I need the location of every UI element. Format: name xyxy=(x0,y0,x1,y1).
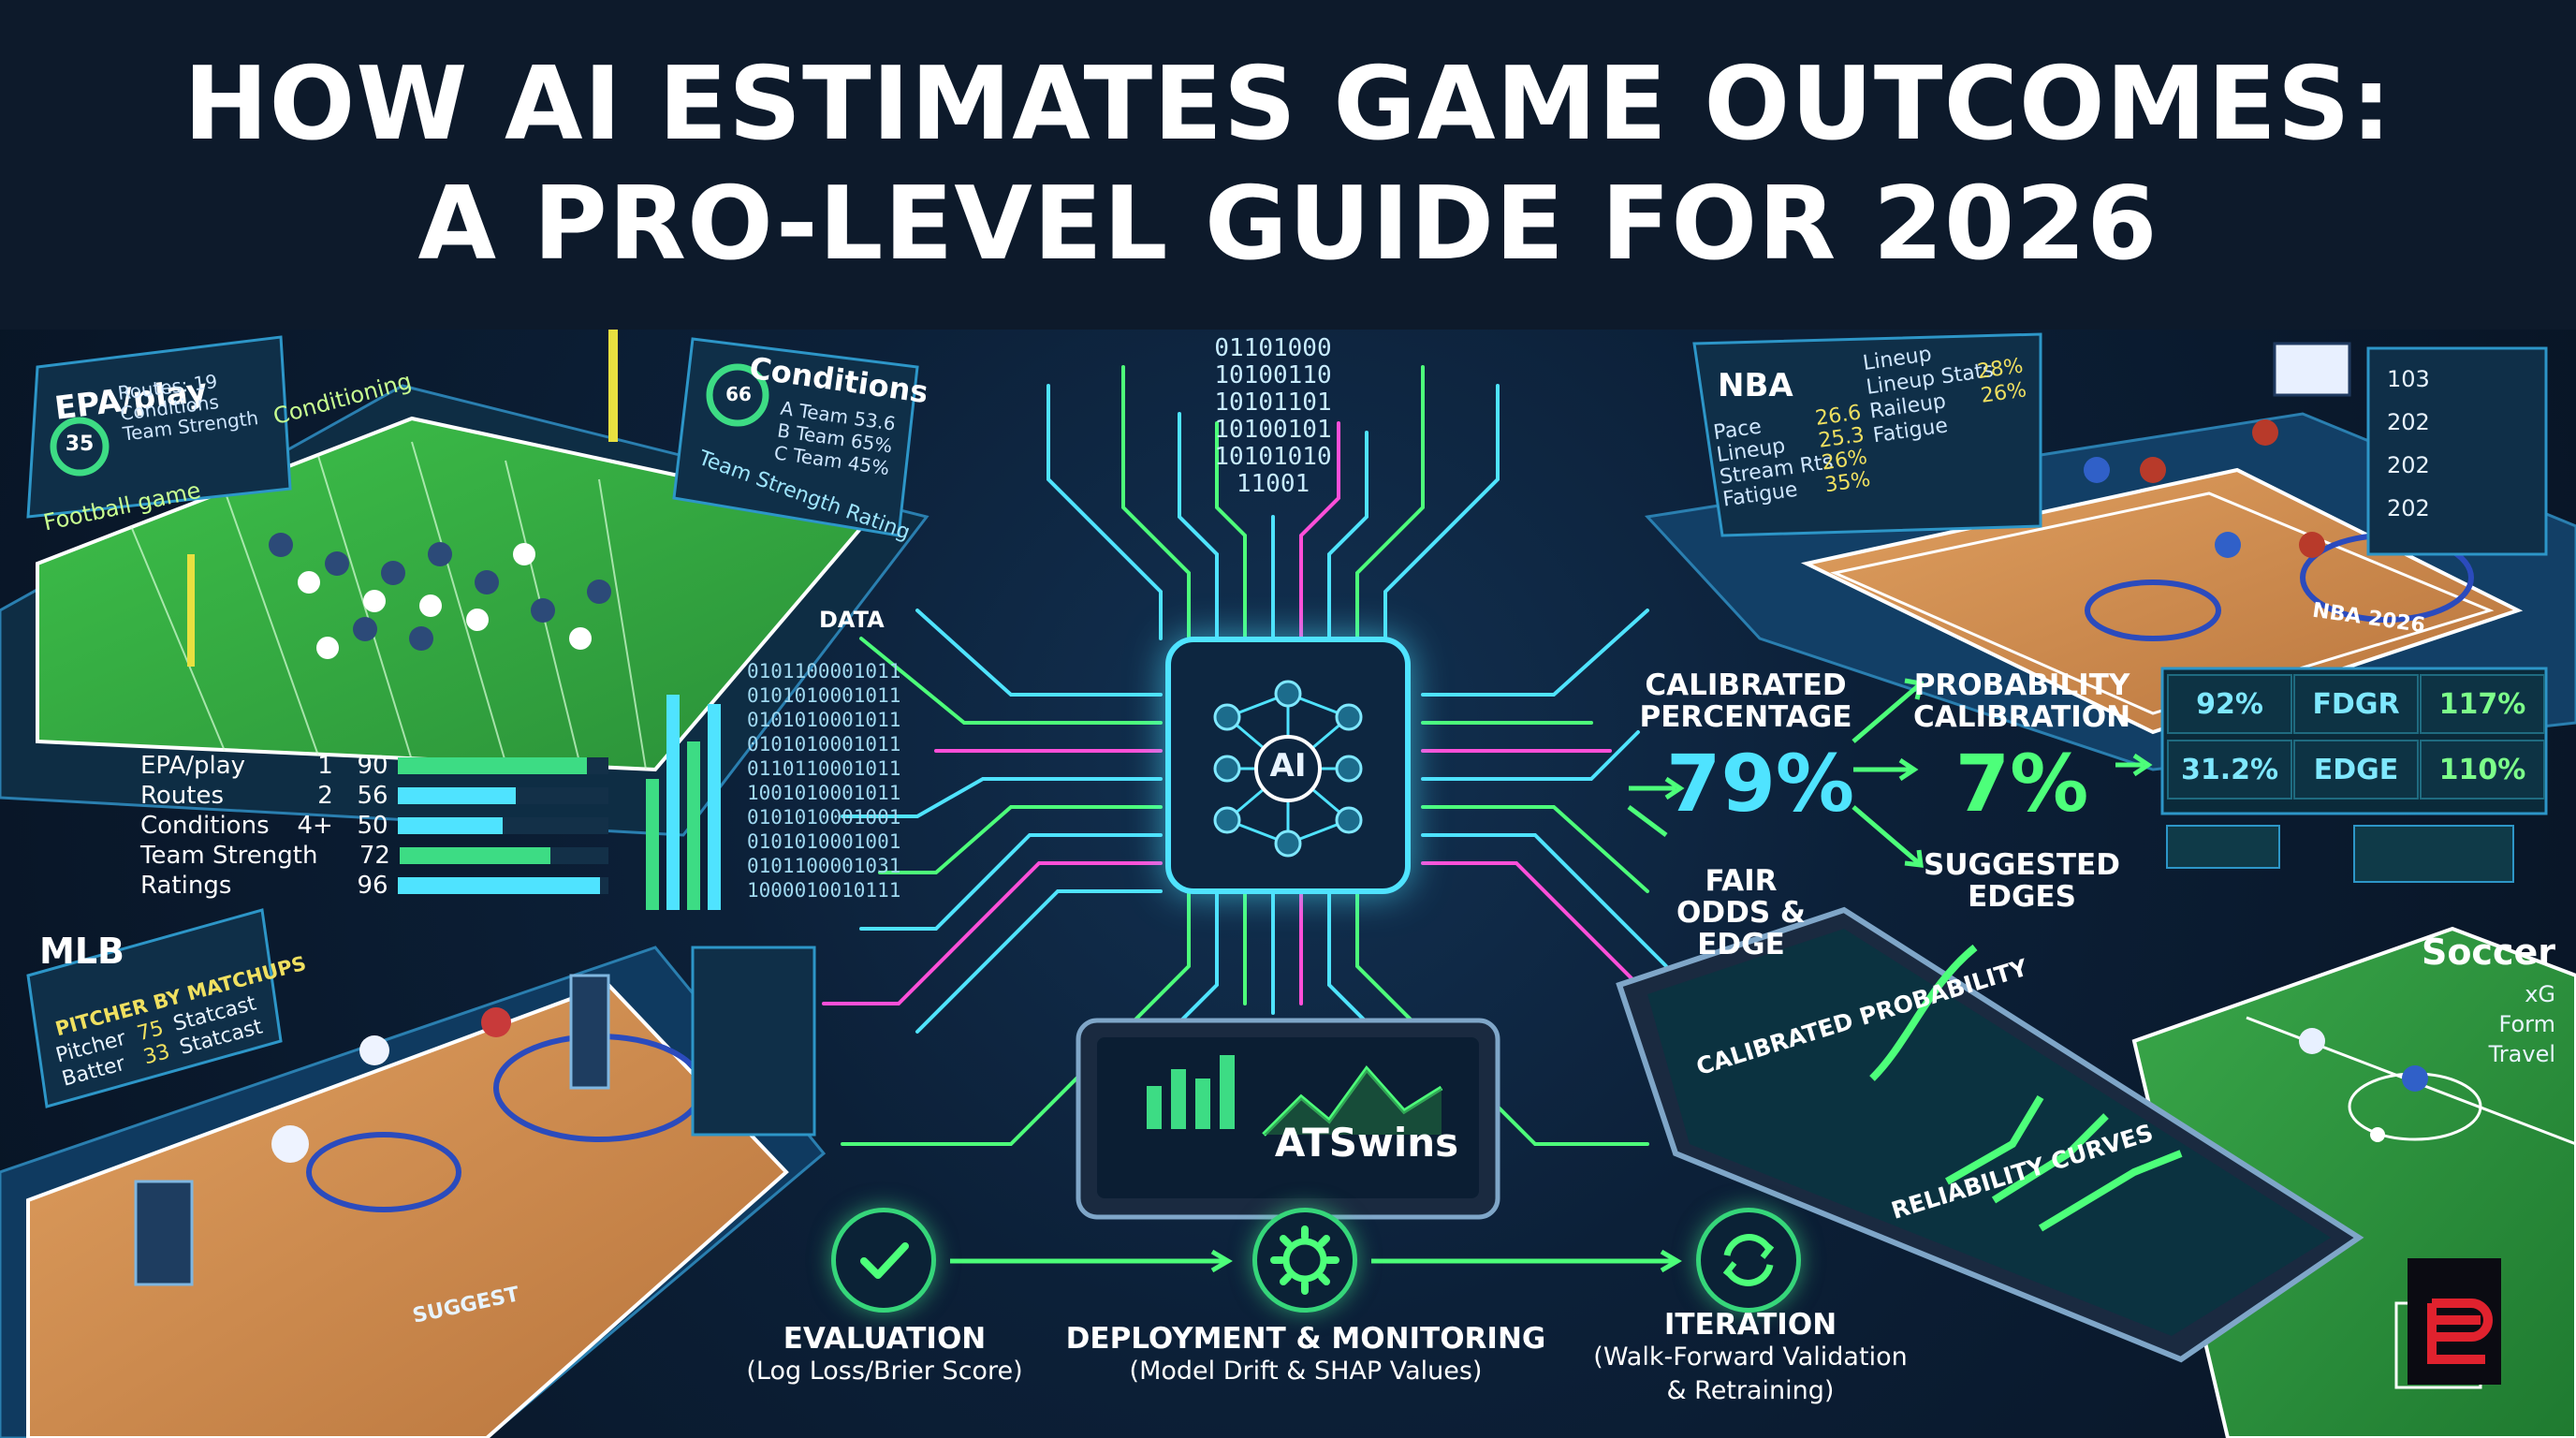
flow-arrows xyxy=(1627,678,2153,868)
vbar xyxy=(708,704,721,910)
step-connectors xyxy=(950,1249,1682,1273)
mlb-title: MLB xyxy=(39,931,124,972)
metric-cell: EDGE xyxy=(2293,740,2419,800)
calibrated-percentage-label: CALIBRATED PERCENTAGE xyxy=(1639,668,1852,734)
stat-row: Conditions 4+ 50 xyxy=(140,811,608,841)
stat-b: 56 xyxy=(357,782,388,810)
stat-bar xyxy=(397,757,608,774)
epa-card xyxy=(26,335,292,519)
metrics-grid: 92% FDGR 117% 31.2% EDGE 110% xyxy=(2167,674,2545,805)
stat-name: EPA/play xyxy=(140,752,246,780)
nba-lineup-value: 26% xyxy=(1979,378,2028,408)
conditions-card xyxy=(672,337,919,537)
probability-calibration-value: 7% xyxy=(1954,738,2089,829)
nba-score: 202 xyxy=(2387,409,2430,435)
suggested-edges-label: SUGGESTED EDGES xyxy=(1924,848,2120,914)
stat-bar-fill xyxy=(397,817,504,834)
deployment-title: DEPLOYMENT & MONITORING xyxy=(1065,1322,1546,1356)
stat-name: Routes xyxy=(140,782,225,810)
deployment-sub: (Model Drift & SHAP Values) xyxy=(1129,1357,1483,1386)
tablet-right xyxy=(1616,906,2364,1363)
gear-icon xyxy=(1270,1225,1339,1295)
brand-logo xyxy=(2408,1258,2501,1385)
stat-row: Team Strength 72 xyxy=(140,841,608,871)
stat-bar-fill xyxy=(397,757,588,774)
stat-row: Ratings 96 xyxy=(140,871,608,901)
stat-row: Routes 2 56 xyxy=(140,781,608,811)
soccer-title: Soccer xyxy=(2421,932,2555,973)
evaluation-title: EVALUATION xyxy=(783,1322,987,1356)
page-title-line-2: A PRO-LEVEL GUIDE FOR 2026 xyxy=(417,166,2159,283)
vbar xyxy=(687,741,700,910)
nba-score: 202 xyxy=(2387,452,2430,478)
binary-stream-top: 01101000 10100110 10101101 10100101 1010… xyxy=(1214,334,1332,498)
ai-core-label: AI xyxy=(1269,747,1307,785)
metric-cell: FDGR xyxy=(2293,674,2419,734)
soccer-item: xG xyxy=(2525,981,2555,1007)
stat-a: 4+ xyxy=(297,812,333,840)
evaluation-sub: (Log Loss/Brier Score) xyxy=(746,1357,1023,1386)
stat-a: 1 xyxy=(317,752,333,780)
nba-stats-card xyxy=(1692,332,2042,537)
stat-row: EPA/play 1 90 xyxy=(140,751,608,781)
nba-score: 202 xyxy=(2387,495,2430,521)
stat-bar xyxy=(397,877,608,894)
evaluation-step-icon xyxy=(831,1208,936,1313)
metric-cell: 110% xyxy=(2420,740,2545,800)
title-banner: HOW AI ESTIMATES GAME OUTCOMES: A PRO-LE… xyxy=(0,0,2576,330)
neural-network-icon xyxy=(1213,680,1363,858)
vbar xyxy=(646,779,659,910)
iteration-step-icon xyxy=(1696,1208,1801,1313)
iteration-sub: (Walk-Forward Validation & Retraining) xyxy=(1593,1343,1908,1405)
infographic-art: AI 01101000 10100110 10101101 10100101 1… xyxy=(0,330,2576,1438)
stat-bar xyxy=(399,847,608,864)
tablet-center xyxy=(1076,1018,1500,1220)
stat-bar xyxy=(397,817,608,834)
vertical-bars xyxy=(646,676,730,910)
check-icon xyxy=(860,1242,909,1279)
ai-core-chip: AI xyxy=(1165,637,1411,894)
soccer-item: Form xyxy=(2498,1011,2555,1037)
stat-name: Conditions xyxy=(140,812,270,840)
stat-name: Team Strength xyxy=(140,842,318,870)
nba-title: NBA xyxy=(1718,367,1793,404)
fair-odds-label: FAIR ODDS & EDGE xyxy=(1676,864,1806,961)
probability-calibration-label: PROBABILITY CALIBRATION xyxy=(1912,668,2131,734)
page-title-line-1: HOW AI ESTIMATES GAME OUTCOMES: xyxy=(183,46,2393,163)
stat-bar-fill xyxy=(397,877,600,894)
soccer-item: Travel xyxy=(2488,1041,2555,1067)
tablet-brand: ATSwins xyxy=(1274,1120,1459,1166)
conditions-ring-value: 66 xyxy=(725,383,752,405)
stats-table: EPA/play 1 90 Routes 2 56 Conditions 4+ … xyxy=(140,751,608,901)
calibrated-percentage-value: 79% xyxy=(1666,738,1855,829)
epa-ring-value: 35 xyxy=(65,433,95,456)
iteration-title: ITERATION xyxy=(1663,1308,1837,1342)
binary-stream-left: 0101100001011 0101010001011 010101000101… xyxy=(747,660,901,902)
stat-bar-fill xyxy=(397,787,516,804)
nba-score: 103 xyxy=(2387,366,2430,392)
data-label: DATA xyxy=(819,607,885,633)
stat-b: 90 xyxy=(357,752,388,780)
stat-b: 72 xyxy=(359,842,390,870)
stat-b: 50 xyxy=(357,812,388,840)
metric-cell: 92% xyxy=(2167,674,2292,734)
stat-name: Ratings xyxy=(140,872,232,900)
stat-bar-fill xyxy=(399,847,550,864)
deployment-step-icon xyxy=(1252,1208,1357,1313)
metric-cell: 31.2% xyxy=(2167,740,2292,800)
stat-a: 2 xyxy=(317,782,333,810)
soccer-items: xG Form Travel xyxy=(2396,979,2555,1069)
metric-cell: 117% xyxy=(2420,674,2545,734)
vbar xyxy=(666,695,680,910)
stat-b: 96 xyxy=(357,872,388,900)
refresh-icon xyxy=(1722,1234,1775,1286)
nba-scoreboard: 103 202 202 202 xyxy=(2387,358,2430,530)
mlb-panel xyxy=(26,908,816,1137)
stat-bar xyxy=(397,787,608,804)
